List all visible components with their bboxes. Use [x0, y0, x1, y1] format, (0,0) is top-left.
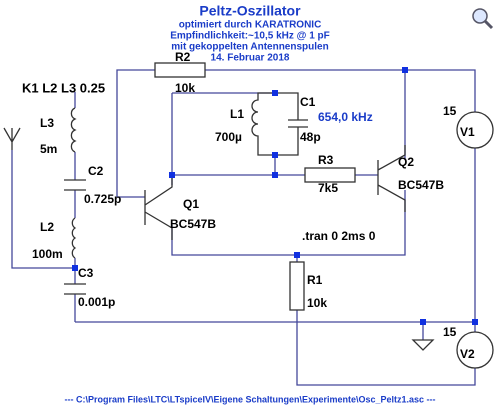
label: 15: [443, 325, 457, 339]
label: V2: [460, 347, 475, 361]
label: 5m: [40, 142, 57, 156]
label: 0.725p: [84, 192, 121, 206]
label: L3: [40, 116, 54, 130]
transistor-q1: [144, 175, 173, 240]
inductor-l2: [71, 217, 77, 259]
transistor-q2: [377, 145, 406, 212]
label: 15: [443, 104, 457, 118]
label: C2: [88, 164, 104, 178]
label: L1: [230, 107, 244, 121]
label: BC547B: [170, 217, 216, 231]
capacitor-c3: [64, 283, 86, 295]
directive: .tran 0 2ms 0: [302, 229, 376, 243]
antenna: [3, 127, 21, 150]
footer: --- C:\Program Files\LTC\LTspiceIV\Eigen…: [64, 394, 435, 404]
label: C1: [300, 95, 316, 109]
inductor-l3: [70, 107, 77, 153]
label: 10k: [175, 81, 195, 95]
title: Peltz-Oszillator: [199, 3, 301, 19]
junctions: [72, 67, 478, 325]
subtitle: optimiert durch KARATRONIC: [179, 20, 322, 31]
label: R3: [318, 153, 334, 167]
label: 7k5: [318, 181, 338, 195]
inductor-l1: [251, 92, 275, 156]
resistor-r3: [304, 167, 356, 183]
subtitle: 14. Februar 2018: [211, 53, 290, 64]
label: 48p: [300, 130, 321, 144]
coupling: K1 L2 L3 0.25: [22, 80, 105, 95]
label: 100m: [32, 247, 63, 261]
resistor-r2: [154, 62, 206, 78]
label: L2: [40, 220, 54, 234]
label: 700µ: [215, 130, 242, 144]
subtitle: Empfindlichkeit:~10,5 kHz @ 1 pF: [170, 31, 330, 42]
label: R1: [307, 273, 323, 287]
components: [3, 62, 494, 369]
source-v2: [456, 331, 494, 369]
resistor-r1: [289, 261, 305, 311]
label: C3: [78, 266, 94, 280]
label: V1: [460, 125, 475, 139]
label: Q1: [183, 197, 199, 211]
frequency: 654,0 kHz: [318, 110, 373, 124]
zoom-icon[interactable]: [472, 8, 494, 30]
subtitle: mit gekoppelten Antennenspulen: [171, 42, 328, 53]
label: Q2: [398, 155, 414, 169]
label: BC547B: [398, 178, 444, 192]
source-v1: [456, 111, 494, 149]
label: 10k: [307, 296, 327, 310]
capacitor-c1: [275, 92, 308, 156]
capacitor-c2: [64, 179, 86, 191]
label: 0.001p: [78, 295, 115, 309]
ground: [411, 339, 435, 351]
label: R2: [175, 50, 191, 64]
